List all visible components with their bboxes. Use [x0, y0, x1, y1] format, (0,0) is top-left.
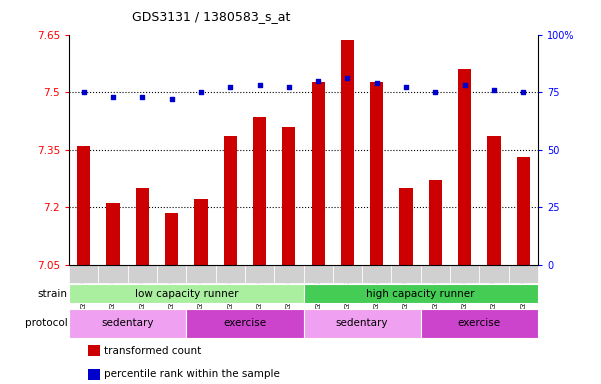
- Bar: [450, 265, 480, 283]
- Point: [489, 87, 499, 93]
- Point: [167, 96, 177, 102]
- Bar: [274, 265, 304, 283]
- Bar: [224, 136, 237, 265]
- Bar: [508, 265, 538, 283]
- Bar: [304, 265, 333, 283]
- Bar: [106, 203, 120, 265]
- Text: low capacity runner: low capacity runner: [135, 288, 238, 299]
- Text: transformed count: transformed count: [105, 346, 201, 356]
- Bar: [88, 345, 100, 356]
- Point: [372, 80, 382, 86]
- Bar: [245, 265, 274, 283]
- Point: [225, 84, 235, 91]
- Bar: [186, 309, 304, 338]
- Point: [519, 89, 528, 95]
- Bar: [157, 265, 186, 283]
- Text: sedentary: sedentary: [336, 318, 388, 328]
- Text: sedentary: sedentary: [102, 318, 154, 328]
- Bar: [186, 265, 216, 283]
- Bar: [391, 265, 421, 283]
- Bar: [370, 83, 383, 265]
- Point: [401, 84, 411, 91]
- Point: [313, 78, 323, 84]
- Bar: [421, 309, 538, 338]
- Bar: [128, 265, 157, 283]
- Bar: [282, 127, 296, 265]
- Point: [138, 94, 147, 100]
- Bar: [304, 309, 421, 338]
- Bar: [165, 213, 178, 265]
- Bar: [304, 284, 538, 303]
- Bar: [216, 265, 245, 283]
- Bar: [88, 369, 100, 380]
- Bar: [487, 136, 501, 265]
- Bar: [362, 265, 391, 283]
- Bar: [69, 309, 186, 338]
- Point: [255, 82, 264, 88]
- Bar: [400, 188, 413, 265]
- Bar: [69, 265, 99, 283]
- Point: [196, 89, 206, 95]
- Bar: [429, 180, 442, 265]
- Text: exercise: exercise: [458, 318, 501, 328]
- Point: [430, 89, 440, 95]
- Bar: [421, 265, 450, 283]
- Bar: [99, 265, 127, 283]
- Text: strain: strain: [38, 288, 68, 299]
- Bar: [458, 69, 471, 265]
- Point: [284, 84, 294, 91]
- Bar: [194, 199, 207, 265]
- Bar: [311, 83, 325, 265]
- Point: [79, 89, 88, 95]
- Bar: [253, 117, 266, 265]
- Bar: [69, 284, 304, 303]
- Point: [460, 82, 469, 88]
- Text: high capacity runner: high capacity runner: [367, 288, 475, 299]
- Text: percentile rank within the sample: percentile rank within the sample: [105, 369, 280, 379]
- Bar: [77, 146, 90, 265]
- Bar: [341, 40, 354, 265]
- Bar: [517, 157, 530, 265]
- Point: [108, 94, 118, 100]
- Bar: [136, 188, 149, 265]
- Text: protocol: protocol: [25, 318, 68, 328]
- Point: [343, 75, 352, 81]
- Bar: [333, 265, 362, 283]
- Text: exercise: exercise: [224, 318, 266, 328]
- Text: GDS3131 / 1380583_s_at: GDS3131 / 1380583_s_at: [132, 10, 291, 23]
- Bar: [480, 265, 508, 283]
